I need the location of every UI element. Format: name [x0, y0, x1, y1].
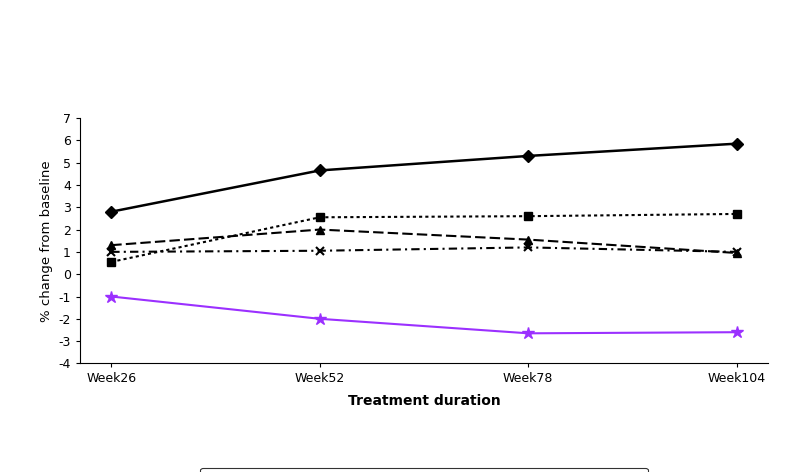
Placebo	[523, 330, 533, 336]
Vivelle 0.0375mg/day	[315, 227, 325, 232]
Vivelle 0.0375mg/day	[523, 237, 533, 243]
Legend: Vivelle 0.1mg/day, Vivelle 0.05mg/day, Vivelle 0.0375mg/day, Vivelle 0.025mg/day: Vivelle 0.1mg/day, Vivelle 0.05mg/day, V…	[200, 468, 648, 472]
Line: Vivelle 0.025mg/day: Vivelle 0.025mg/day	[107, 243, 741, 256]
Vivelle 0.1mg/day	[732, 141, 742, 146]
Vivelle 0.025mg/day	[732, 249, 742, 255]
Vivelle 0.05mg/day	[523, 213, 533, 219]
X-axis label: Treatment duration: Treatment duration	[348, 394, 500, 408]
Line: Vivelle 0.1mg/day: Vivelle 0.1mg/day	[107, 140, 741, 216]
Vivelle 0.1mg/day	[106, 209, 116, 215]
Placebo	[315, 316, 325, 321]
Vivelle 0.05mg/day	[106, 259, 116, 265]
Vivelle 0.025mg/day	[523, 244, 533, 250]
Placebo	[106, 294, 116, 299]
Vivelle 0.1mg/day	[523, 153, 533, 159]
Vivelle 0.0375mg/day	[732, 250, 742, 256]
Line: Vivelle 0.0375mg/day: Vivelle 0.0375mg/day	[107, 226, 741, 257]
Vivelle 0.025mg/day	[315, 248, 325, 253]
Vivelle 0.05mg/day	[732, 211, 742, 217]
Vivelle 0.1mg/day	[315, 168, 325, 173]
Line: Vivelle 0.05mg/day: Vivelle 0.05mg/day	[107, 210, 741, 266]
Vivelle 0.05mg/day	[315, 214, 325, 220]
Line: Placebo: Placebo	[105, 290, 743, 339]
Vivelle 0.0375mg/day	[106, 242, 116, 248]
Y-axis label: % change from baseline: % change from baseline	[40, 160, 53, 321]
Placebo	[732, 329, 742, 335]
Vivelle 0.025mg/day	[106, 249, 116, 255]
